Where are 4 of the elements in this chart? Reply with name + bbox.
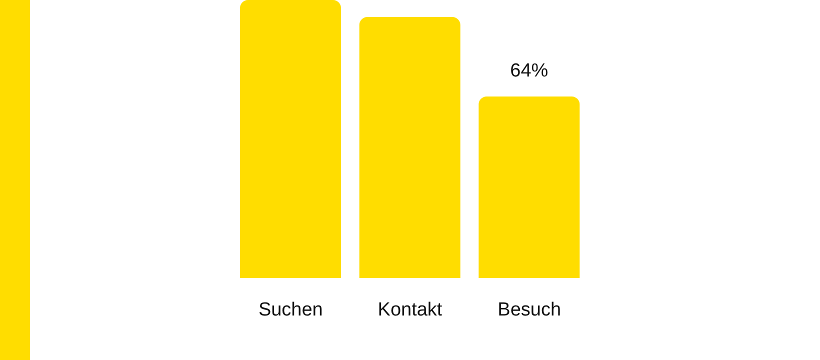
x-tick-label: Besuch [498, 299, 562, 320]
data-label: 64% [510, 60, 548, 82]
x-tick-label: Suchen [258, 299, 323, 320]
x-tick-label: Kontakt [378, 299, 443, 320]
